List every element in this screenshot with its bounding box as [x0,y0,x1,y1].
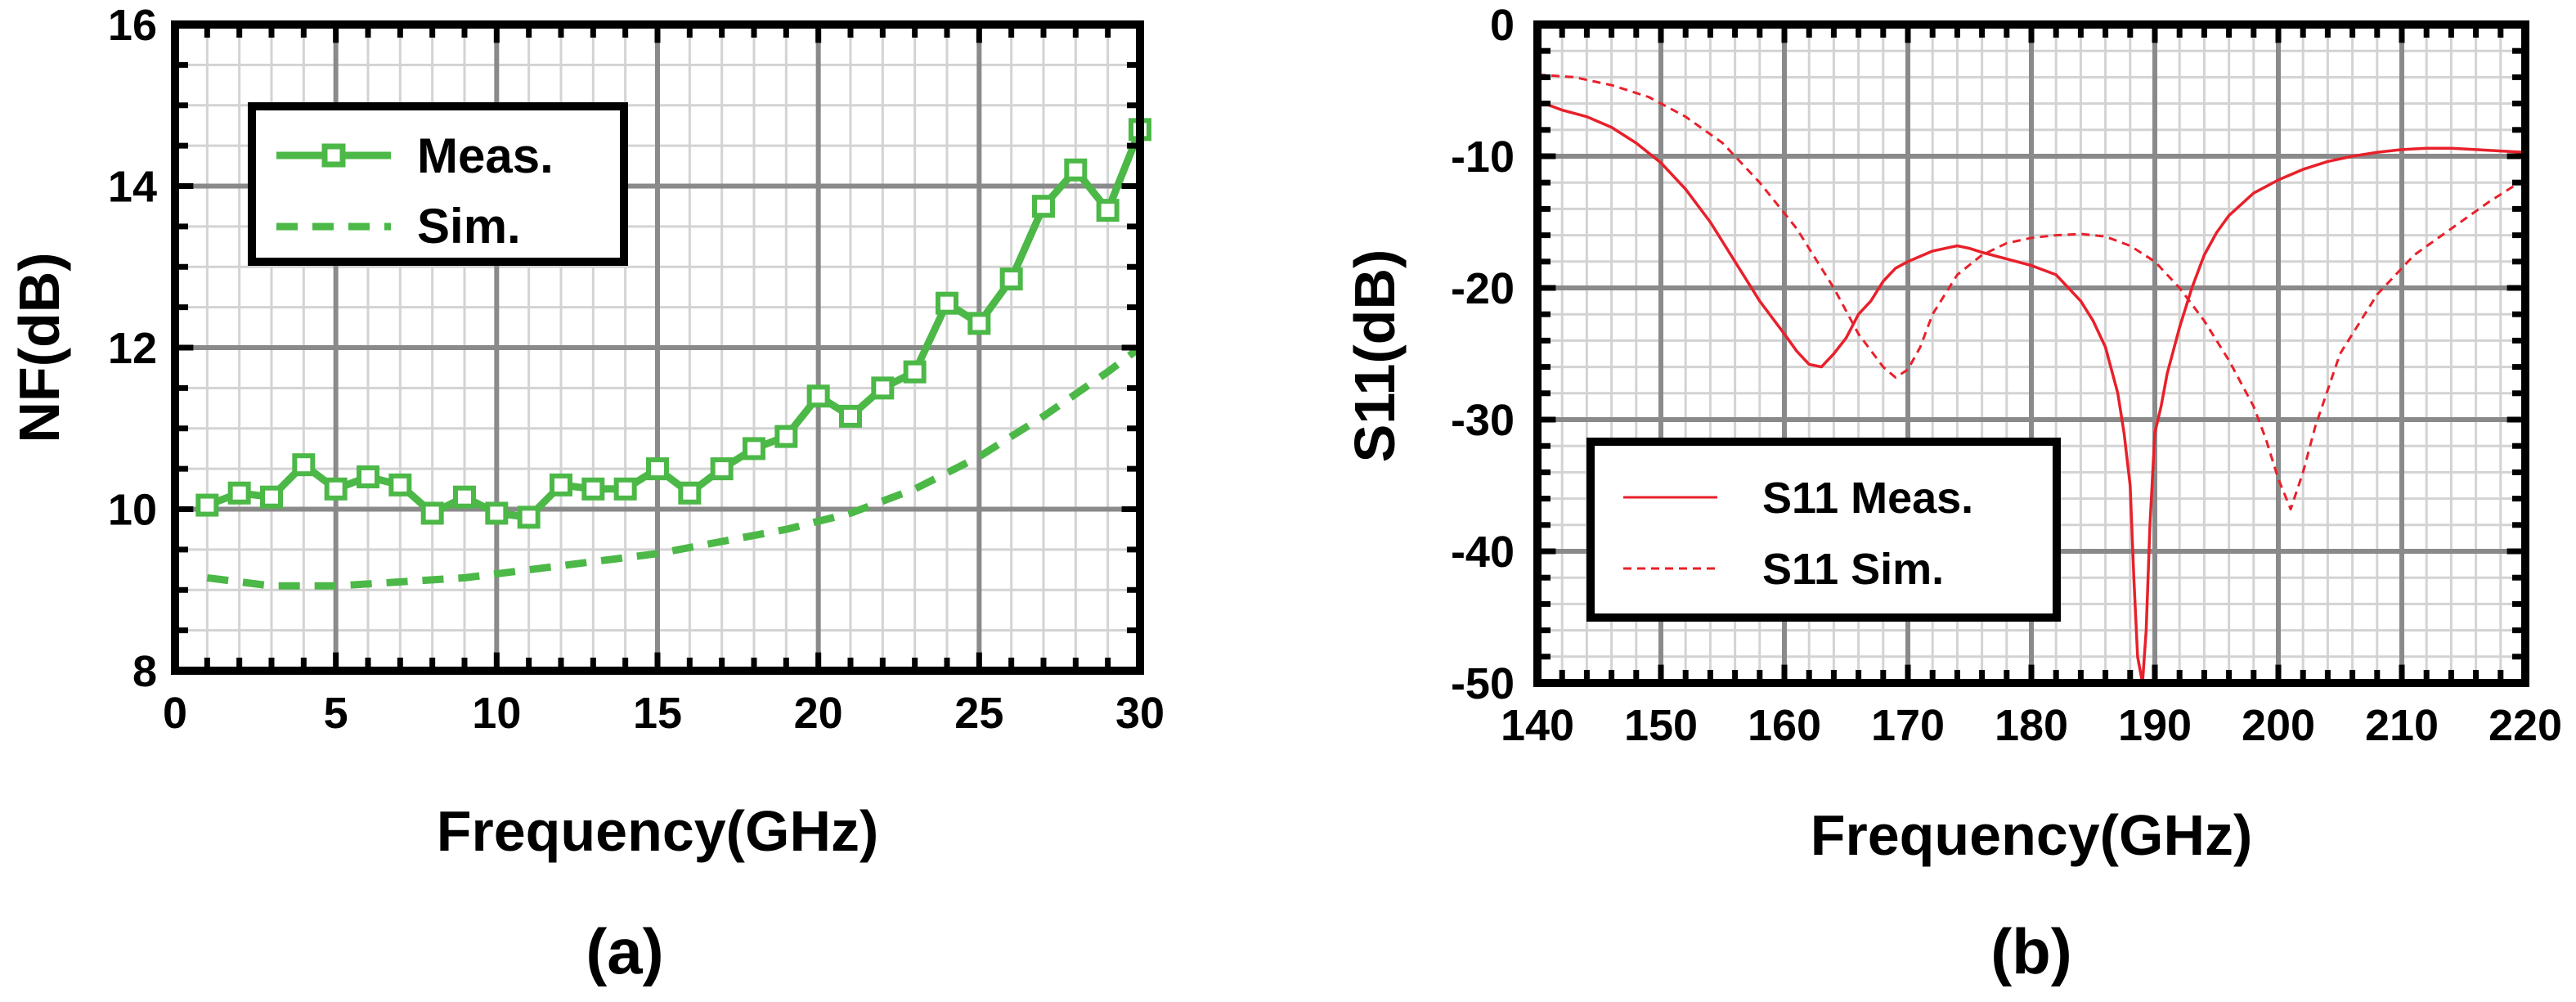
data-point-marker [485,501,509,525]
x-tick-label: 200 [2242,701,2315,750]
data-point-marker [839,404,862,428]
series-group-b [1537,73,2526,685]
y-tick-label: -40 [1451,528,1515,577]
legend-b: S11 Meas. S11 Sim. [1586,438,2061,622]
chart-panel-b: 140 150 160 170 180 190 200 210 220 0 -10 -20 -30 -40… [1343,1,2562,987]
data-point-marker [292,453,316,477]
grid-b [1537,25,2525,683]
legend-marker-meas [321,143,346,168]
x-tick-label: 10 [472,689,521,738]
y-tick-label: -20 [1451,264,1515,313]
legend-label-meas: Meas. [417,128,554,183]
y-tick-label: 14 [108,163,157,212]
data-point-marker [613,477,637,501]
x-axis-title-b: Frequency(GHz) [1811,803,2253,867]
chart-panel-a: 0 5 10 15 20 25 30 8 10 12 14 16 Frequency(GHz) NF(… [7,1,1165,987]
y-axis-title-a: NF(dB) [7,252,71,443]
data-point-marker [260,485,283,509]
x-tick-label: 20 [794,689,843,738]
legend-a: Meas. Sim. [248,102,628,266]
data-point-marker [646,457,669,481]
tick-labels-a: 0 5 10 15 20 25 30 8 10 12 14 16 [108,1,1165,738]
x-tick-label: 25 [954,689,1003,738]
data-point-marker [743,437,765,461]
legend-label-s11-sim: S11 Sim. [1762,545,1944,594]
data-point-marker [420,501,444,525]
data-point-marker [871,376,895,400]
x-tick-label: 190 [2118,701,2192,750]
y-tick-label: 16 [108,1,157,50]
tick-labels-b: 140 150 160 170 180 190 200 210 220 0 -10 -20 -30 -40… [1451,1,2562,750]
x-tick-label: 180 [1995,701,2068,750]
data-point-marker [710,457,734,481]
data-point-marker [774,425,798,448]
x-tick-label: 140 [1501,701,1574,750]
x-tick-label: 15 [633,689,682,738]
series-line-s11-sim [1537,73,2526,510]
data-point-marker [227,481,251,505]
x-tick-label: 150 [1624,701,1698,750]
x-tick-label: 220 [2488,701,2562,750]
y-tick-label: -50 [1451,659,1515,708]
y-tick-label: 0 [1490,1,1515,50]
x-tick-label: 5 [324,689,348,738]
data-point-marker [967,312,991,335]
legend-label-sim: Sim. [417,199,521,254]
data-point-marker [1096,199,1120,222]
data-point-marker [357,465,379,488]
data-point-marker [806,384,830,408]
legend-box-a [248,102,628,266]
data-point-marker [195,493,219,517]
data-point-marker [581,477,605,501]
x-tick-label: 30 [1115,689,1165,738]
series-line-s11-meas [1537,99,2526,685]
panel-label-a: (a) [586,915,663,987]
legend-label-s11-meas: S11 Meas. [1762,474,1973,523]
tick-marks-a [172,21,1143,674]
data-point-marker [1064,158,1088,182]
x-tick-label: 0 [163,689,187,738]
y-axis-title-b: S11(dB) [1343,249,1407,463]
y-tick-label: 8 [132,647,157,696]
data-point-marker [936,291,958,315]
data-point-marker [388,473,412,497]
data-point-marker [999,267,1023,291]
y-tick-label: 12 [108,324,157,373]
data-point-marker [678,481,702,505]
x-tick-label: 160 [1748,701,1821,750]
legend-box-b [1586,438,2061,622]
x-axis-title-a: Frequency(GHz) [437,799,879,863]
data-point-marker [453,485,476,509]
y-tick-label: -10 [1451,133,1515,182]
y-tick-label: -30 [1451,396,1515,445]
data-point-marker [517,505,541,529]
series-line-sim [206,344,1142,590]
x-tick-label: 210 [2365,701,2439,750]
data-point-marker [550,473,572,497]
x-tick-label: 170 [1871,701,1945,750]
y-tick-label: 10 [108,486,157,535]
panel-label-b: (b) [1990,915,2072,987]
data-point-marker [324,477,348,501]
data-point-marker [1032,195,1055,218]
data-point-marker [903,360,927,384]
tick-marks-b [1534,21,2529,686]
